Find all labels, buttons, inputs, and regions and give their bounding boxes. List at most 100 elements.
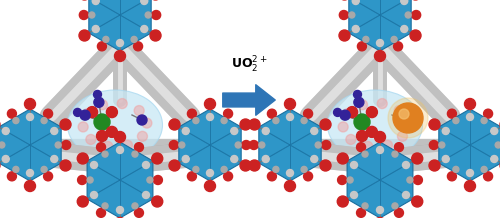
Circle shape — [262, 128, 270, 135]
Circle shape — [82, 109, 92, 119]
Circle shape — [394, 42, 402, 51]
Circle shape — [62, 140, 70, 150]
Circle shape — [374, 131, 386, 143]
Circle shape — [259, 142, 265, 148]
Circle shape — [13, 166, 19, 172]
Circle shape — [356, 208, 366, 217]
Circle shape — [356, 131, 368, 141]
Circle shape — [393, 103, 423, 133]
Circle shape — [347, 177, 353, 183]
Circle shape — [484, 109, 492, 118]
Circle shape — [102, 151, 108, 157]
Circle shape — [377, 99, 387, 109]
Circle shape — [304, 109, 312, 118]
Circle shape — [453, 118, 459, 124]
Circle shape — [397, 115, 407, 125]
Circle shape — [394, 208, 404, 217]
Circle shape — [338, 153, 348, 164]
Circle shape — [182, 155, 190, 162]
Circle shape — [94, 90, 102, 98]
Circle shape — [235, 142, 241, 148]
Circle shape — [44, 172, 52, 181]
Circle shape — [320, 160, 331, 171]
Circle shape — [352, 0, 360, 5]
Circle shape — [400, 0, 407, 5]
Circle shape — [402, 191, 409, 199]
Circle shape — [301, 118, 307, 124]
Circle shape — [60, 119, 71, 130]
Circle shape — [106, 126, 118, 137]
Circle shape — [249, 119, 260, 130]
Circle shape — [193, 118, 199, 124]
Circle shape — [78, 196, 88, 207]
Circle shape — [466, 170, 473, 177]
Circle shape — [442, 128, 450, 135]
Circle shape — [50, 128, 58, 135]
Circle shape — [448, 109, 456, 118]
Circle shape — [114, 131, 126, 143]
Circle shape — [376, 39, 384, 46]
Polygon shape — [89, 0, 151, 51]
Circle shape — [400, 26, 407, 32]
Circle shape — [188, 109, 196, 118]
Circle shape — [439, 142, 445, 148]
Circle shape — [140, 0, 147, 5]
Circle shape — [90, 162, 98, 169]
Circle shape — [132, 203, 138, 209]
Circle shape — [145, 12, 151, 18]
Circle shape — [0, 142, 5, 148]
Circle shape — [98, 42, 106, 51]
Circle shape — [392, 203, 398, 209]
Circle shape — [114, 51, 126, 61]
Circle shape — [44, 109, 52, 118]
Circle shape — [116, 206, 123, 213]
Circle shape — [392, 151, 398, 157]
Circle shape — [8, 109, 16, 118]
Polygon shape — [179, 109, 241, 181]
Circle shape — [495, 142, 500, 148]
Circle shape — [147, 177, 153, 183]
Circle shape — [24, 181, 36, 191]
Circle shape — [490, 128, 498, 135]
Circle shape — [221, 118, 227, 124]
Circle shape — [402, 162, 409, 169]
Circle shape — [398, 131, 407, 141]
Circle shape — [301, 166, 307, 172]
Polygon shape — [349, 0, 411, 51]
Polygon shape — [439, 109, 500, 181]
Circle shape — [362, 151, 368, 157]
Circle shape — [363, 36, 369, 43]
Circle shape — [250, 140, 258, 150]
Circle shape — [362, 203, 368, 209]
Circle shape — [366, 107, 378, 118]
Circle shape — [41, 118, 47, 124]
Circle shape — [26, 114, 34, 121]
Circle shape — [310, 128, 318, 135]
Circle shape — [350, 191, 358, 199]
Circle shape — [374, 51, 386, 61]
Circle shape — [376, 146, 384, 153]
Circle shape — [55, 142, 61, 148]
Circle shape — [230, 155, 237, 162]
Circle shape — [407, 177, 413, 183]
Circle shape — [268, 109, 276, 118]
Circle shape — [366, 126, 378, 137]
Circle shape — [354, 90, 362, 98]
Circle shape — [334, 108, 342, 116]
Circle shape — [339, 30, 350, 41]
Circle shape — [86, 107, 98, 118]
Circle shape — [122, 140, 132, 150]
Circle shape — [405, 12, 411, 18]
Circle shape — [268, 172, 276, 181]
Circle shape — [224, 109, 232, 118]
Polygon shape — [347, 142, 413, 218]
Circle shape — [98, 100, 108, 110]
Circle shape — [102, 203, 108, 209]
Circle shape — [230, 128, 237, 135]
Circle shape — [464, 99, 475, 109]
Circle shape — [26, 170, 34, 177]
Circle shape — [179, 142, 185, 148]
Circle shape — [152, 196, 162, 207]
Circle shape — [346, 135, 356, 145]
Circle shape — [429, 119, 440, 130]
